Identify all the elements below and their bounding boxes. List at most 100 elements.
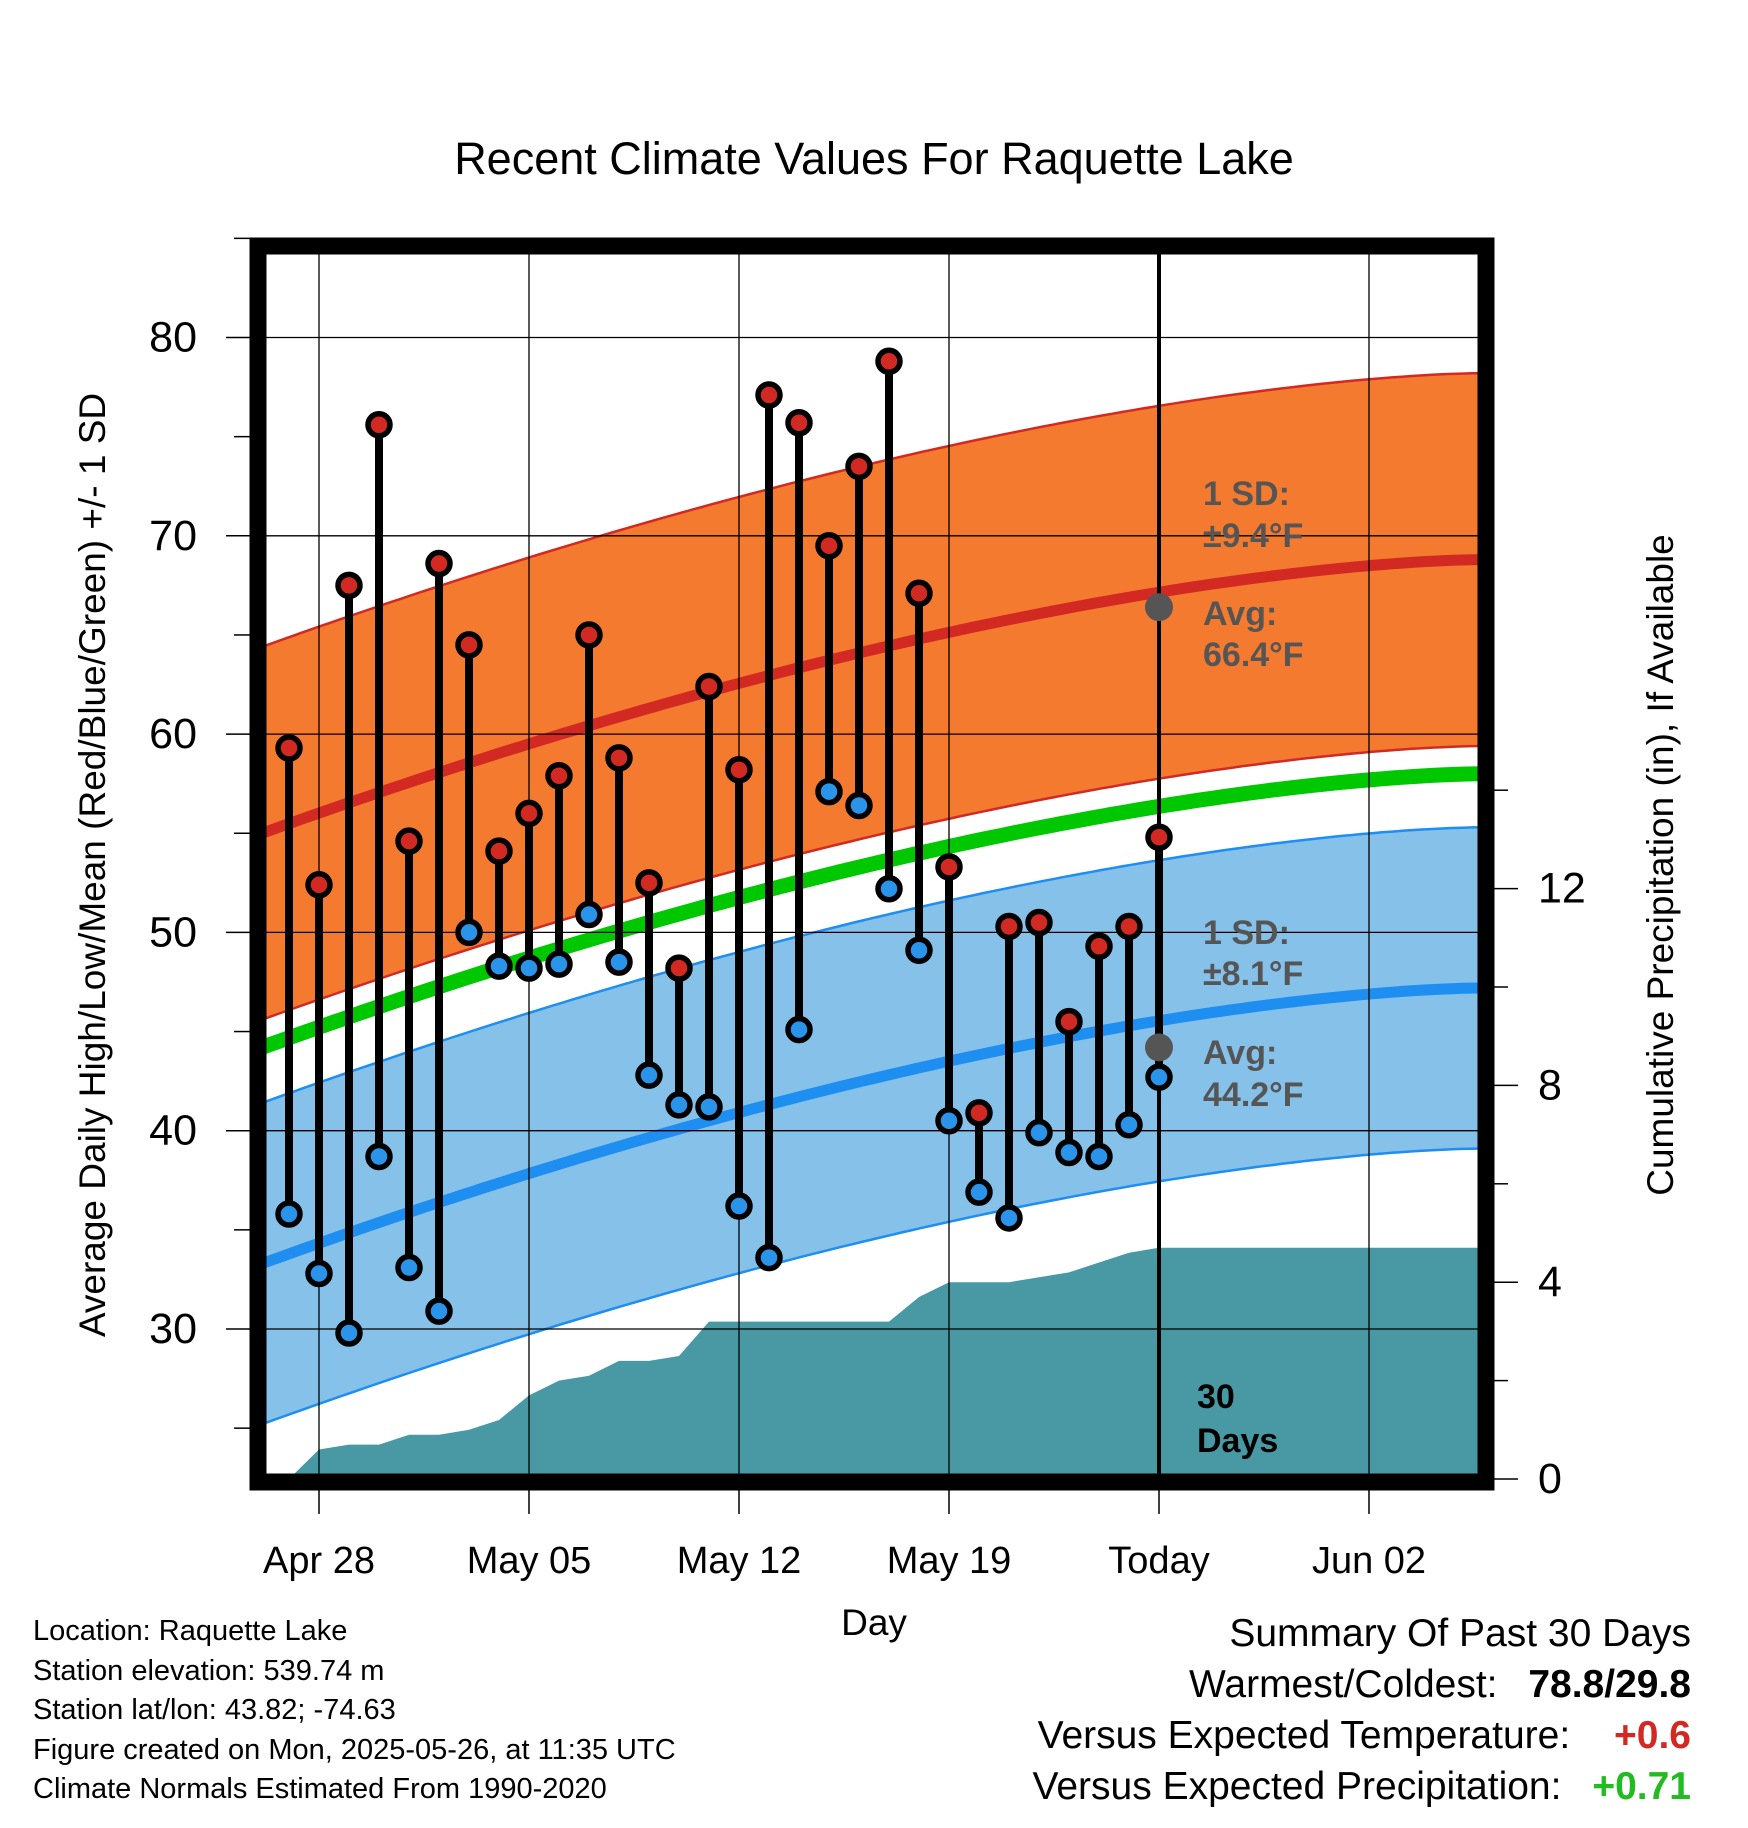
daily-high-point bbox=[1085, 932, 1113, 961]
daily-low-point bbox=[935, 1107, 963, 1135]
daily-high-point bbox=[575, 621, 603, 649]
precip-area bbox=[290, 1247, 1482, 1478]
warm-cold-value: 78.8/29.8 bbox=[1528, 1659, 1691, 1710]
daily-low-point bbox=[305, 1259, 333, 1288]
daily-high-point bbox=[995, 912, 1023, 941]
daily-low-point bbox=[575, 900, 603, 929]
station-info: Location: Raquette Lake Station elevatio… bbox=[33, 1612, 676, 1810]
today-high-avg-marker bbox=[1145, 593, 1173, 622]
x-tick-label: May 19 bbox=[887, 1540, 1012, 1582]
normals-text: Climate Normals Estimated From 1990-2020 bbox=[33, 1773, 607, 1805]
period-number-label: 30 bbox=[1197, 1378, 1235, 1416]
daily-low-point bbox=[515, 954, 543, 982]
period-unit-label: Days bbox=[1197, 1422, 1278, 1460]
warmest-value: 78.8 bbox=[1528, 1663, 1605, 1706]
today-low-avg-marker bbox=[1145, 1033, 1173, 1062]
location-text: Location: Raquette Lake bbox=[33, 1615, 348, 1647]
y-tick-label: 80 bbox=[149, 314, 197, 362]
daily-low-point bbox=[425, 1297, 453, 1325]
x-tick-label: Apr 28 bbox=[263, 1540, 375, 1582]
daily-low-point bbox=[845, 791, 873, 820]
daily-low-point bbox=[1115, 1111, 1143, 1139]
daily-low-point bbox=[335, 1319, 363, 1347]
x-tick-label: Jun 02 bbox=[1312, 1540, 1426, 1582]
daily-low-point bbox=[1055, 1138, 1083, 1167]
daily-high-point bbox=[365, 411, 393, 439]
daily-high-point bbox=[935, 853, 963, 881]
low-avg-value: 44.2°F bbox=[1203, 1076, 1304, 1114]
daily-high-point bbox=[665, 954, 693, 982]
daily-high-point bbox=[785, 409, 813, 437]
daily-low-point bbox=[965, 1178, 993, 1206]
high-sd-band bbox=[262, 371, 1482, 1022]
y-tick-label: 40 bbox=[149, 1107, 197, 1155]
x-tick-label: Today bbox=[1108, 1540, 1209, 1582]
warm-cold-row: Warmest/Coldest: 78.8/29.8 bbox=[1033, 1659, 1691, 1710]
y-tick-label: 70 bbox=[149, 512, 197, 560]
low-sd-label: 1 SD: bbox=[1203, 914, 1290, 952]
daily-high-point bbox=[335, 571, 363, 600]
daily-low-point bbox=[275, 1200, 303, 1228]
high-sd-label: 1 SD: bbox=[1203, 475, 1290, 513]
y2-tick-label: 8 bbox=[1538, 1061, 1562, 1109]
daily-high-point bbox=[455, 631, 483, 659]
summary-heading: Summary Of Past 30 Days bbox=[1229, 1612, 1691, 1655]
summary-panel: Summary Of Past 30 Days Warmest/Coldest:… bbox=[1033, 1608, 1692, 1812]
temp-anomaly-value: +0.6 bbox=[1614, 1714, 1691, 1757]
daily-high-point bbox=[725, 756, 753, 784]
daily-high-point bbox=[845, 452, 873, 481]
chart-title: Recent Climate Values For Raquette Lake bbox=[454, 133, 1294, 184]
daily-low-point bbox=[365, 1142, 393, 1171]
warm-cold-label: Warmest/Coldest: bbox=[1189, 1663, 1498, 1706]
precip-anomaly-row: Versus Expected Precipitation: +0.71 bbox=[1033, 1761, 1692, 1812]
daily-high-point bbox=[875, 347, 903, 376]
daily-low-point bbox=[395, 1253, 423, 1282]
daily-high-point bbox=[695, 672, 723, 701]
low-avg-label: Avg: bbox=[1203, 1034, 1277, 1072]
high-sd-value: ±9.4°F bbox=[1203, 517, 1303, 555]
daily-low-point bbox=[1145, 1063, 1173, 1091]
daily-high-point bbox=[485, 837, 513, 865]
plot-frame bbox=[249, 237, 1495, 1491]
x-axis-title: Day bbox=[841, 1602, 907, 1643]
daily-high-point bbox=[1055, 1007, 1083, 1036]
precip-anomaly-value: +0.71 bbox=[1592, 1765, 1691, 1808]
high-avg-value: 66.4°F bbox=[1203, 636, 1304, 674]
daily-high-point bbox=[905, 579, 933, 608]
daily-high-point bbox=[425, 549, 453, 578]
temp-anomaly-row: Versus Expected Temperature: +0.6 bbox=[1033, 1710, 1691, 1761]
daily-high-point bbox=[305, 871, 333, 899]
x-tick-label: May 05 bbox=[467, 1540, 592, 1582]
daily-high-point bbox=[395, 827, 423, 855]
high-avg-label: Avg: bbox=[1203, 595, 1277, 633]
y-tick-label: 60 bbox=[149, 710, 197, 758]
daily-low-point bbox=[1025, 1118, 1053, 1147]
daily-high-point bbox=[815, 531, 843, 560]
daily-low-point bbox=[485, 952, 513, 980]
y2-tick-label: 0 bbox=[1538, 1455, 1562, 1503]
daily-low-point bbox=[995, 1204, 1023, 1232]
daily-high-point bbox=[545, 761, 573, 790]
coldest-value: 29.8 bbox=[1615, 1663, 1691, 1706]
daily-low-point bbox=[605, 948, 633, 976]
daily-low-point bbox=[725, 1192, 753, 1220]
normal-mean-line bbox=[262, 766, 1482, 1055]
daily-high-point bbox=[755, 381, 783, 409]
daily-low-point bbox=[695, 1093, 723, 1121]
daily-low-point bbox=[545, 950, 573, 978]
daily-low-point bbox=[755, 1243, 783, 1272]
elevation-text: Station elevation: 539.74 m bbox=[33, 1654, 385, 1687]
y2-tick-label: 4 bbox=[1538, 1258, 1562, 1306]
temp-anomaly-label: Versus Expected Temperature: bbox=[1037, 1714, 1571, 1757]
daily-high-point bbox=[605, 744, 633, 772]
created-text: Figure created on Mon, 2025-05-26, at 11… bbox=[33, 1733, 676, 1766]
x-tick-label: May 12 bbox=[677, 1540, 802, 1582]
daily-low-point bbox=[455, 918, 483, 947]
latlon-text: Station lat/lon: 43.82; -74.63 bbox=[33, 1694, 396, 1726]
y-tick-label: 50 bbox=[149, 908, 197, 956]
daily-low-point bbox=[665, 1091, 693, 1119]
y-tick-label: 30 bbox=[149, 1305, 197, 1353]
normal-low-line bbox=[262, 982, 1482, 1269]
daily-low-point bbox=[635, 1061, 663, 1089]
